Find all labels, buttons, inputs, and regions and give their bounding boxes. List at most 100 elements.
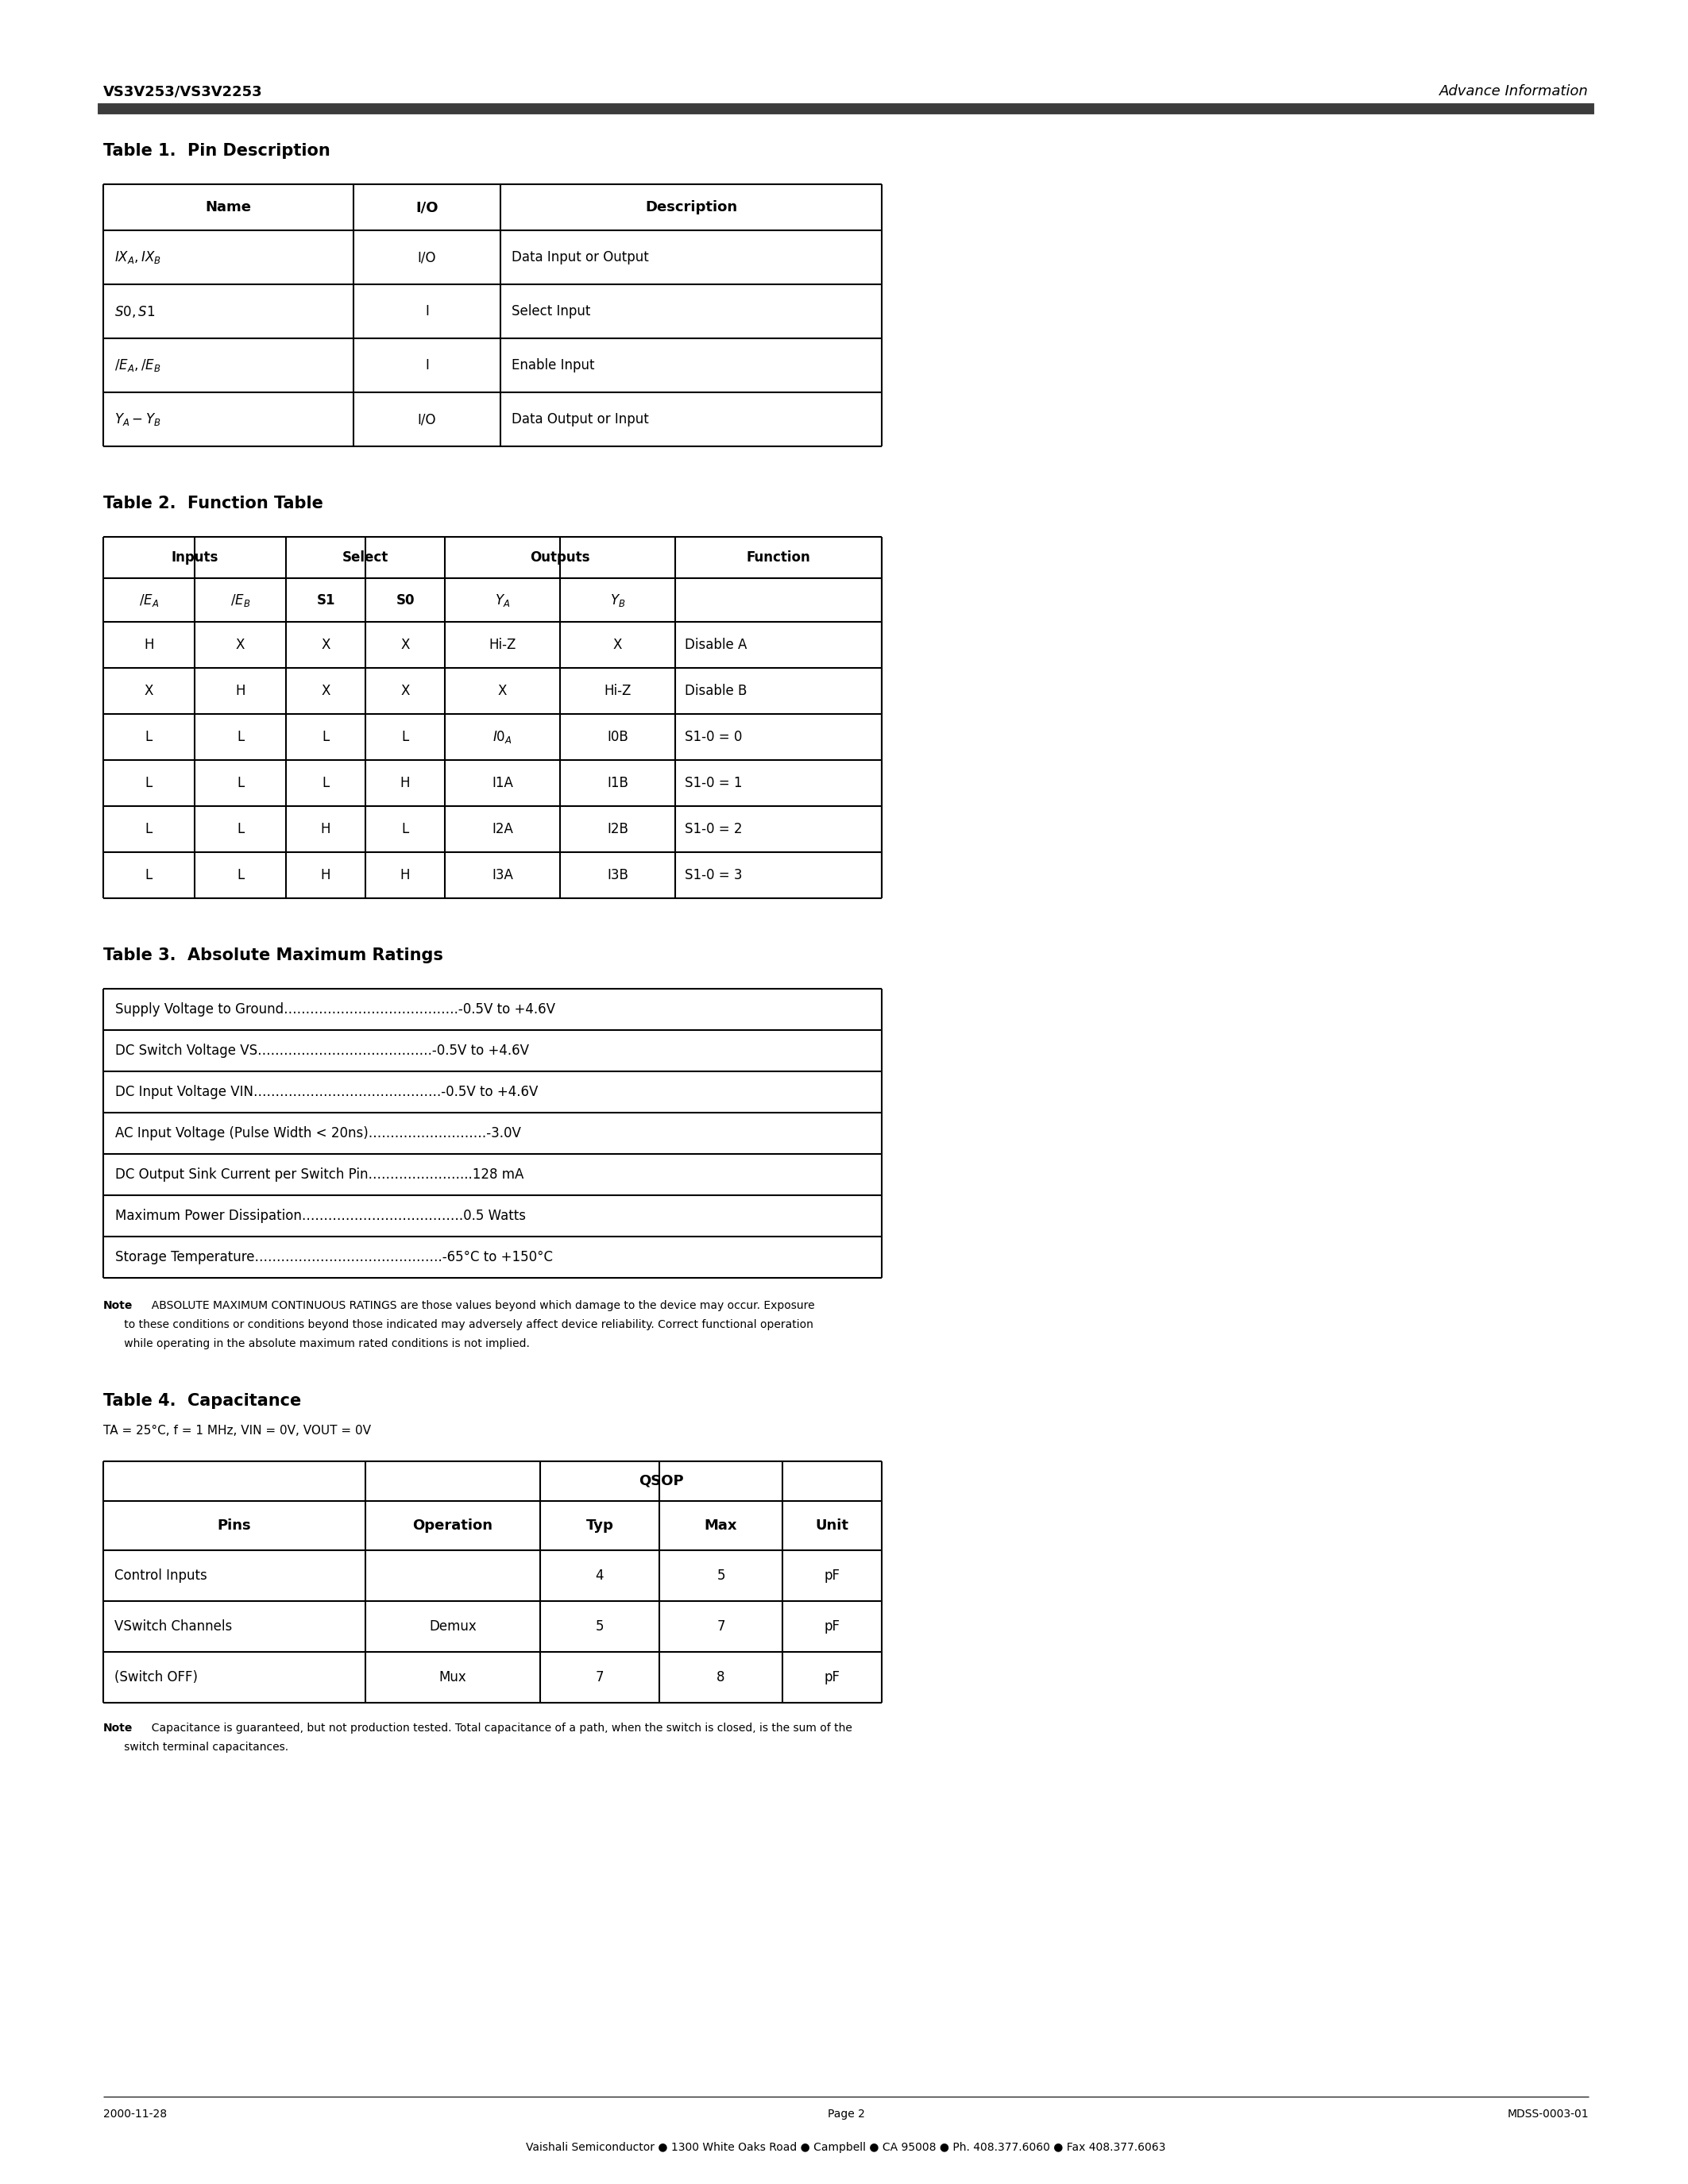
Text: I2B: I2B <box>608 821 628 836</box>
Text: L: L <box>145 775 152 791</box>
Text: DC Output Sink Current per Switch Pin…………………...128 mA: DC Output Sink Current per Switch Pin………… <box>115 1168 523 1182</box>
Text: ABSOLUTE MAXIMUM CONTINUOUS RATINGS are those values beyond which damage to the : ABSOLUTE MAXIMUM CONTINUOUS RATINGS are … <box>145 1299 815 1310</box>
Text: Description: Description <box>645 201 738 214</box>
Text: Storage Temperature…………………………………….-65°C to +150°C: Storage Temperature…………………………………….-65°C … <box>115 1249 554 1265</box>
Text: X: X <box>236 638 245 653</box>
Text: L: L <box>236 867 245 882</box>
Text: 5: 5 <box>596 1618 604 1634</box>
Text: TA = 25°C, f = 1 MHz, VIN = 0V, VOUT = 0V: TA = 25°C, f = 1 MHz, VIN = 0V, VOUT = 0… <box>103 1426 371 1437</box>
Text: 8: 8 <box>717 1671 726 1684</box>
Text: Select Input: Select Input <box>511 304 591 319</box>
Text: X: X <box>498 684 506 699</box>
Text: $IX_A, IX_B$: $IX_A, IX_B$ <box>115 249 160 264</box>
Text: S1-0 = 1: S1-0 = 1 <box>685 775 743 791</box>
Text: Select: Select <box>343 550 388 566</box>
Text: L: L <box>236 775 245 791</box>
Text: DC Input Voltage VIN…………………………………….-0.5V to +4.6V: DC Input Voltage VIN…………………………………….-0.5V… <box>115 1085 538 1099</box>
Text: L: L <box>236 729 245 745</box>
Text: 4: 4 <box>596 1568 604 1583</box>
Text: Table 2.  Function Table: Table 2. Function Table <box>103 496 322 511</box>
Text: 2000-11-28: 2000-11-28 <box>103 2108 167 2121</box>
Text: Control Inputs: Control Inputs <box>115 1568 208 1583</box>
Text: $/E_A$: $/E_A$ <box>138 592 159 607</box>
Text: Data Output or Input: Data Output or Input <box>511 413 648 426</box>
Text: S0: S0 <box>395 592 415 607</box>
Text: Table 1.  Pin Description: Table 1. Pin Description <box>103 142 331 159</box>
Text: Typ: Typ <box>586 1518 614 1533</box>
Text: AC Input Voltage (Pulse Width < 20ns)………………………-3.0V: AC Input Voltage (Pulse Width < 20ns)………… <box>115 1127 522 1140</box>
Text: I3B: I3B <box>608 867 628 882</box>
Text: Note: Note <box>103 1723 133 1734</box>
Text: Mux: Mux <box>439 1671 466 1684</box>
Text: X: X <box>321 684 331 699</box>
Text: Unit: Unit <box>815 1518 849 1533</box>
Text: (Switch OFF): (Switch OFF) <box>115 1671 197 1684</box>
Text: L: L <box>402 821 408 836</box>
Text: Pins: Pins <box>218 1518 252 1533</box>
Text: L: L <box>145 821 152 836</box>
Text: 5: 5 <box>717 1568 726 1583</box>
Text: Hi-Z: Hi-Z <box>604 684 631 699</box>
Text: L: L <box>402 729 408 745</box>
Text: I/O: I/O <box>417 251 436 264</box>
Text: Capacitance is guaranteed, but not production tested. Total capacitance of a pat: Capacitance is guaranteed, but not produ… <box>145 1723 852 1734</box>
Text: DC Switch Voltage VS………………………………….-0.5V to +4.6V: DC Switch Voltage VS………………………………….-0.5V … <box>115 1044 528 1057</box>
Text: L: L <box>236 821 245 836</box>
Text: I/O: I/O <box>415 201 439 214</box>
Text: I1B: I1B <box>608 775 628 791</box>
Text: L: L <box>145 867 152 882</box>
Text: Page 2: Page 2 <box>827 2108 864 2121</box>
Text: Max: Max <box>704 1518 738 1533</box>
Text: Disable A: Disable A <box>685 638 748 653</box>
Text: to these conditions or conditions beyond those indicated may adversely affect de: to these conditions or conditions beyond… <box>103 1319 814 1330</box>
Text: Demux: Demux <box>429 1618 476 1634</box>
Text: Table 4.  Capacitance: Table 4. Capacitance <box>103 1393 300 1409</box>
Text: Hi-Z: Hi-Z <box>490 638 517 653</box>
Text: Function: Function <box>746 550 810 566</box>
Text: MDSS-0003-01: MDSS-0003-01 <box>1507 2108 1588 2121</box>
Text: while operating in the absolute maximum rated conditions is not implied.: while operating in the absolute maximum … <box>103 1339 530 1350</box>
Text: $Y_B$: $Y_B$ <box>609 592 625 607</box>
Text: L: L <box>322 729 329 745</box>
Text: Maximum Power Dissipation……………………………….0.5 Watts: Maximum Power Dissipation……………………………….0.… <box>115 1208 527 1223</box>
Text: S1-0 = 0: S1-0 = 0 <box>685 729 743 745</box>
Text: $Y_A$: $Y_A$ <box>495 592 510 607</box>
Text: I3A: I3A <box>491 867 513 882</box>
Text: I0B: I0B <box>608 729 628 745</box>
Text: H: H <box>400 775 410 791</box>
Text: L: L <box>145 729 152 745</box>
Text: X: X <box>400 638 410 653</box>
Text: pF: pF <box>824 1618 841 1634</box>
Text: Disable B: Disable B <box>685 684 748 699</box>
Text: X: X <box>400 684 410 699</box>
Text: VSwitch Channels: VSwitch Channels <box>115 1618 233 1634</box>
Text: Supply Voltage to Ground………………………………….-0.5V to +4.6V: Supply Voltage to Ground………………………………….-0… <box>115 1002 555 1016</box>
Text: L: L <box>322 775 329 791</box>
Text: Operation: Operation <box>412 1518 493 1533</box>
Text: Vaishali Semiconductor ● 1300 White Oaks Road ● Campbell ● CA 95008 ● Ph. 408.37: Vaishali Semiconductor ● 1300 White Oaks… <box>527 2143 1166 2153</box>
Text: I1A: I1A <box>491 775 513 791</box>
Text: Outputs: Outputs <box>530 550 591 566</box>
Text: $S0, S1$: $S0, S1$ <box>115 304 155 319</box>
Text: H: H <box>400 867 410 882</box>
Text: pF: pF <box>824 1671 841 1684</box>
Text: Advance Information: Advance Information <box>1440 85 1588 98</box>
Text: X: X <box>613 638 623 653</box>
Text: $Y_A - Y_B$: $Y_A - Y_B$ <box>115 411 160 428</box>
Text: $/E_B$: $/E_B$ <box>230 592 250 607</box>
Text: S1-0 = 3: S1-0 = 3 <box>685 867 743 882</box>
Text: I: I <box>425 358 429 373</box>
Text: QSOP: QSOP <box>638 1474 684 1487</box>
Text: S1: S1 <box>316 592 334 607</box>
Text: H: H <box>321 821 331 836</box>
Text: VS3V253/VS3V2253: VS3V253/VS3V2253 <box>103 85 263 98</box>
Text: X: X <box>145 684 154 699</box>
Text: H: H <box>143 638 154 653</box>
Text: Table 3.  Absolute Maximum Ratings: Table 3. Absolute Maximum Ratings <box>103 948 444 963</box>
Text: 7: 7 <box>717 1618 726 1634</box>
Text: S1-0 = 2: S1-0 = 2 <box>685 821 743 836</box>
Text: Inputs: Inputs <box>170 550 218 566</box>
Text: switch terminal capacitances.: switch terminal capacitances. <box>103 1741 289 1754</box>
Text: I2A: I2A <box>491 821 513 836</box>
Text: pF: pF <box>824 1568 841 1583</box>
